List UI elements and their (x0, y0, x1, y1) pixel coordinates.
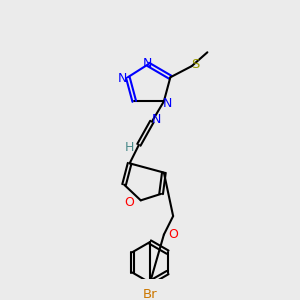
Text: H: H (125, 141, 134, 154)
Text: N: N (142, 57, 152, 70)
Text: Br: Br (143, 288, 157, 300)
Text: S: S (191, 58, 200, 71)
Text: N: N (118, 72, 127, 85)
Text: O: O (168, 228, 178, 241)
Text: O: O (125, 196, 135, 209)
Text: N: N (163, 97, 172, 110)
Text: N: N (152, 113, 161, 126)
